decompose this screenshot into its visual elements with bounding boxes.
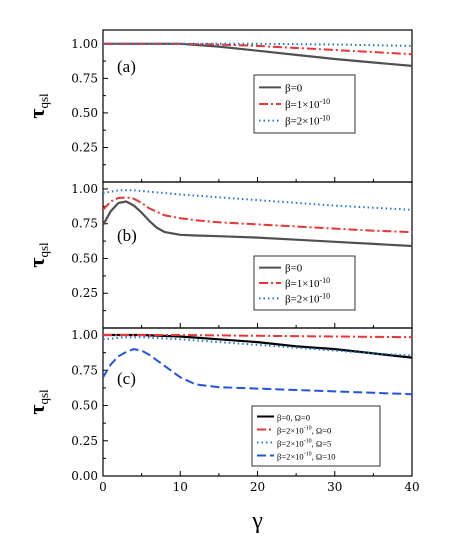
- x-axis-label: γ: [251, 508, 263, 534]
- legend-label: β=2×10-10, Ω=0: [277, 426, 331, 436]
- y-tick-label: 1.00: [71, 37, 98, 51]
- legend-superscript: -10: [304, 452, 312, 458]
- y-axis-label: τqsl: [24, 93, 51, 119]
- legend-label: β=2×10-10, Ω=5: [277, 439, 331, 449]
- legend: β=0, Ω=0 β=2×10-10, Ω=0 β=2×10-10, Ω=5 β=2×…: [251, 405, 381, 467]
- legend-box: [253, 255, 356, 311]
- legend-box: [253, 74, 356, 134]
- legend-label: β=2×10-10: [285, 114, 330, 128]
- legend-label: β=0: [285, 82, 303, 94]
- y-tick-label: 0.25: [71, 434, 98, 448]
- x-tick-label: 10: [173, 480, 188, 494]
- y-tick-label: 0.75: [71, 71, 98, 85]
- series-line-2: [103, 196, 412, 234]
- panel-label: (b): [117, 226, 137, 245]
- legend-label: β=1×10-10: [285, 276, 330, 290]
- y-axis-label-subscript: qsl: [36, 242, 51, 258]
- panel-label: (c): [117, 369, 136, 388]
- legend-label: β=2×10-10, Ω=10: [277, 452, 336, 462]
- y-tick-label: 0.25: [71, 140, 98, 154]
- y-axis-label-subscript: qsl: [36, 389, 51, 405]
- y-tick-label: 0.50: [71, 251, 98, 265]
- series-line-3: [103, 336, 412, 357]
- legend-superscript: -10: [320, 97, 331, 106]
- legend-label: β=1×10-10: [285, 97, 330, 111]
- x-tick-label: 20: [250, 480, 265, 494]
- y-axis-label-subscript: qsl: [36, 93, 51, 109]
- series-line-1: [103, 42, 412, 67]
- legend-superscript: -10: [304, 439, 312, 445]
- legend-label: β=2×10-10: [285, 291, 330, 305]
- legend-superscript: -10: [320, 291, 331, 300]
- y-axis-label: τqsl: [24, 242, 51, 268]
- panel-3: 0.00 0.25 0.50 0.75 1.00 0 10 20 30 40 τqsl γ (c) β=0…: [24, 327, 420, 534]
- legend-suffix: , Ω=5: [312, 439, 332, 449]
- panel-label: (a): [117, 57, 136, 76]
- y-tick-label: 0.75: [71, 363, 98, 377]
- panel-1: 0.25 0.50 0.75 1.00 τqsl (a) β=0 β=1×10-10 β=2×1…: [24, 29, 413, 183]
- series-line-3: [103, 189, 412, 211]
- legend-label: β=0: [285, 263, 303, 275]
- y-tick-label: 0.75: [71, 217, 98, 231]
- series-line-2: [103, 42, 412, 56]
- y-tick-label: 0.00: [71, 469, 98, 483]
- y-tick-label: 0.50: [71, 106, 98, 120]
- series-line-3: [103, 42, 412, 47]
- x-tick-label: 0: [99, 480, 107, 494]
- legend-suffix: , Ω=10: [312, 452, 336, 462]
- y-tick-label: 0.50: [71, 399, 98, 413]
- y-tick-label: 1.00: [71, 328, 98, 342]
- legend-superscript: -10: [320, 276, 331, 285]
- legend-superscript: -10: [304, 426, 312, 432]
- legend-superscript: -10: [320, 114, 331, 123]
- y-tick-label: 0.25: [71, 286, 98, 300]
- series-line-2: [103, 334, 412, 339]
- x-tick-label: 30: [327, 480, 342, 494]
- series-line-4: [103, 348, 412, 396]
- legend-label: β=0, Ω=0: [277, 413, 310, 423]
- y-tick-label: 1.00: [71, 182, 98, 196]
- legend: β=0β=1×10-10β=2×10-10: [253, 255, 356, 311]
- legend-suffix: , Ω=0: [312, 426, 332, 436]
- series-line-1: [103, 200, 412, 248]
- panel-2: 0.25 0.50 0.75 1.00 τqsl (b) β=0β=1×10-10β=2×1…: [24, 181, 413, 329]
- x-tick-label: 40: [404, 480, 419, 494]
- legend: β=0 β=1×10-10 β=2×10-10: [253, 74, 356, 134]
- y-axis-label: τqsl: [24, 389, 51, 415]
